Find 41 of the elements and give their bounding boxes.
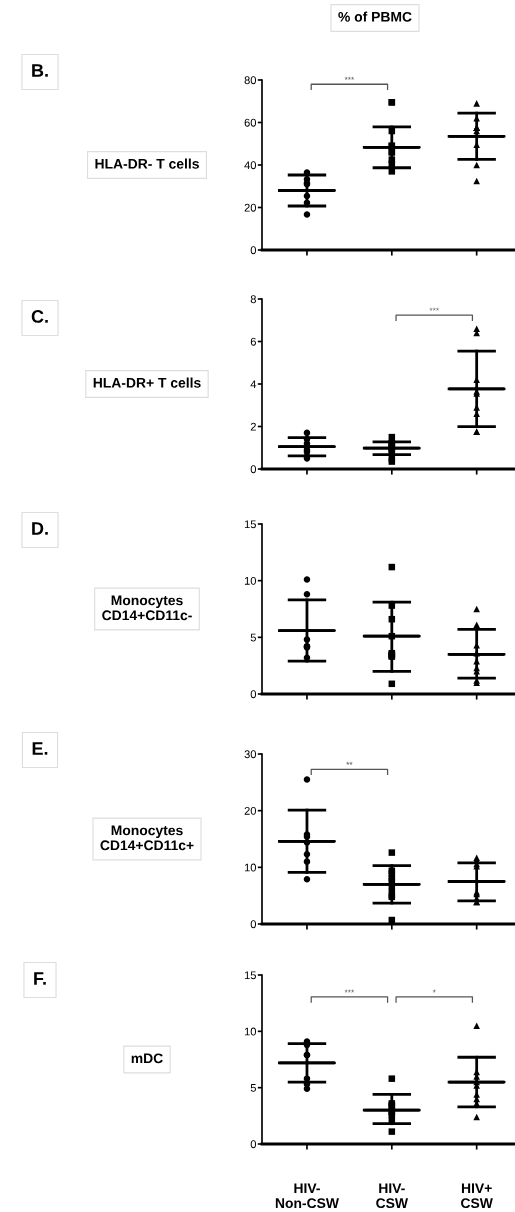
y-axis-title: Monocytes CD14+CD11c+ [100, 825, 194, 851]
x-tick-label: HIV- Non-CSW [275, 1183, 339, 1209]
y-tick-label: 6 [250, 337, 256, 346]
y-tick-label: 10 [244, 863, 257, 872]
text: B. [32, 64, 48, 77]
y-tick-label: 0 [250, 246, 257, 255]
x-tick-label: HIV- CSW [376, 1183, 408, 1209]
y-axis-title: HLA-DR+ T cells [93, 377, 201, 388]
text: F. [34, 972, 46, 985]
annotation: ** [346, 761, 353, 765]
text: E. [32, 742, 48, 755]
y-tick-label: 40 [244, 161, 257, 170]
y-tick-label: 4 [250, 380, 257, 389]
y-tick-label: 0 [250, 465, 257, 474]
x-tick-label: HIV+ CSW [461, 1183, 493, 1209]
y-tick-label: 5 [250, 633, 256, 642]
y-tick-label: 60 [244, 118, 257, 127]
text: *** [344, 76, 355, 80]
y-tick-label: 5 [250, 1084, 256, 1092]
y-tick-label: 20 [244, 806, 257, 815]
y-tick-label: 30 [244, 750, 257, 759]
y-tick-label: 0 [250, 920, 257, 929]
y-tick-label: 15 [244, 971, 256, 980]
y-axis-title: Monocytes CD14+CD11c- [102, 595, 192, 621]
annotation: *** [429, 307, 439, 311]
y-tick-label: 20 [244, 203, 257, 212]
y-tick-label: 15 [244, 520, 256, 529]
y-axis-title: HLA-DR- T cells [95, 158, 199, 169]
text: D. [32, 522, 48, 535]
annotation: * [432, 989, 436, 993]
y-tick-label: 80 [244, 76, 257, 85]
y-tick-label: 8 [250, 295, 256, 304]
y-tick-label: 10 [244, 576, 257, 585]
y-tick-label: 2 [250, 422, 256, 431]
y-tick-label: 0 [250, 690, 257, 699]
text: C. [31, 310, 48, 323]
y-tick-label: 0 [250, 1140, 257, 1149]
y-axis-title: mDC [131, 1053, 163, 1064]
annotation: *** [344, 989, 355, 993]
y-tick-label: 10 [244, 1027, 257, 1036]
chart-subtitle: % of PBMC [338, 11, 412, 22]
